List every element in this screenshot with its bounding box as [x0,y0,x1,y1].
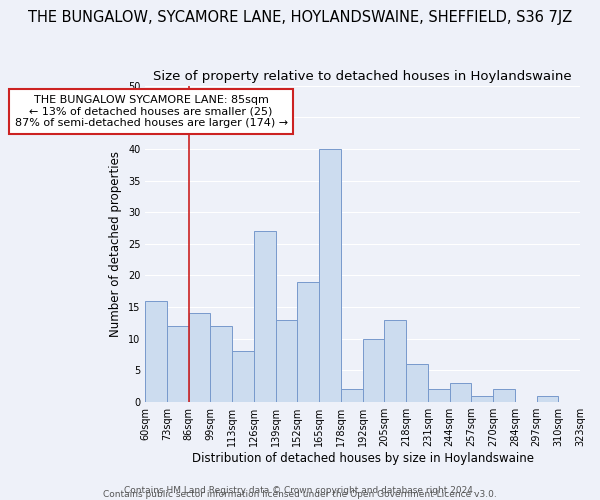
Bar [189,314,211,402]
Bar [449,383,472,402]
Bar [385,320,406,402]
Text: Contains public sector information licensed under the Open Government Licence v3: Contains public sector information licen… [103,490,497,499]
Bar [428,390,449,402]
Text: THE BUNGALOW SYCAMORE LANE: 85sqm
← 13% of detached houses are smaller (25)
87% : THE BUNGALOW SYCAMORE LANE: 85sqm ← 13% … [14,95,288,128]
Y-axis label: Number of detached properties: Number of detached properties [109,151,122,337]
Text: THE BUNGALOW, SYCAMORE LANE, HOYLANDSWAINE, SHEFFIELD, S36 7JZ: THE BUNGALOW, SYCAMORE LANE, HOYLANDSWAI… [28,10,572,25]
Bar [493,390,515,402]
Bar [167,326,189,402]
X-axis label: Distribution of detached houses by size in Hoylandswaine: Distribution of detached houses by size … [191,452,533,465]
Bar [319,149,341,402]
Bar [406,364,428,402]
Bar [298,282,319,402]
Bar [341,390,362,402]
Title: Size of property relative to detached houses in Hoylandswaine: Size of property relative to detached ho… [154,70,572,83]
Bar [275,320,298,402]
Bar [211,326,232,402]
Bar [362,339,385,402]
Bar [232,352,254,402]
Bar [472,396,493,402]
Bar [254,231,275,402]
Bar [145,301,167,402]
Bar [536,396,558,402]
Text: Contains HM Land Registry data © Crown copyright and database right 2024.: Contains HM Land Registry data © Crown c… [124,486,476,495]
